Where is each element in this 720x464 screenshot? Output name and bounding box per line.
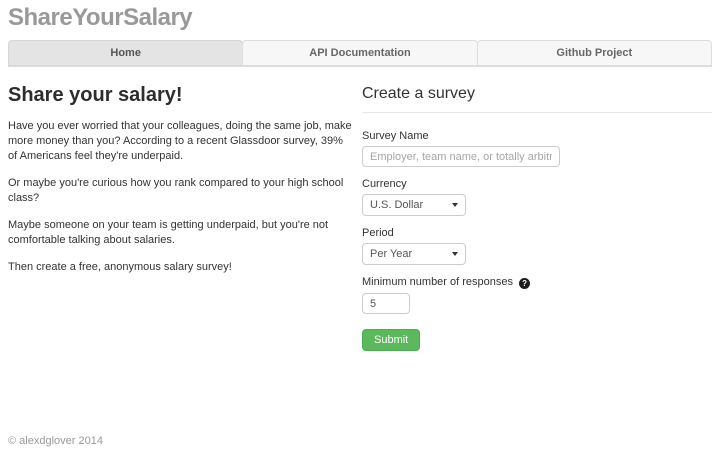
currency-select[interactable]: U.S. Dollar — [362, 194, 466, 216]
min-responses-input[interactable] — [362, 293, 410, 314]
intro-paragraph: Then create a free, anonymous salary sur… — [8, 261, 232, 273]
chevron-down-icon — [452, 252, 458, 256]
survey-name-group: Survey Name — [362, 130, 712, 167]
submit-button[interactable]: Submit — [362, 329, 421, 351]
survey-name-input[interactable] — [362, 146, 560, 167]
min-responses-label-text: Minimum number of responses — [362, 276, 514, 288]
footer-copyright: © alexdglover 2014 — [8, 435, 103, 447]
question-circle-icon[interactable]: ? — [519, 278, 531, 289]
tab-api-documentation-label: API Documentation — [309, 47, 411, 59]
currency-group: Currency U.S. Dollar — [362, 178, 712, 216]
period-label: Period — [362, 227, 394, 239]
period-select[interactable]: Per Year — [362, 243, 466, 265]
tab-github-project-label: Github Project — [556, 47, 633, 59]
page-container: ShareYourSalary Home API Documentation G… — [0, 5, 720, 351]
intro-column: Share your salary! Have you ever worried… — [8, 80, 354, 351]
main-content: Share your salary! Have you ever worried… — [8, 80, 712, 351]
tab-github-project[interactable]: Github Project — [476, 40, 712, 66]
intro-paragraph: Or maybe you're curious how you rank com… — [8, 177, 344, 204]
nav-tabs: Home API Documentation Github Project — [8, 40, 712, 67]
form-heading-divider — [362, 112, 712, 113]
tab-api-documentation[interactable]: API Documentation — [242, 40, 478, 66]
currency-selected-value: U.S. Dollar — [370, 199, 424, 211]
tab-home[interactable]: Home — [8, 40, 244, 66]
min-responses-label: Minimum number of responses ? — [362, 276, 712, 289]
form-heading: Create a survey — [362, 85, 475, 102]
tab-home-label: Home — [110, 47, 141, 59]
page-title: ShareYourSalary — [8, 4, 193, 31]
chevron-down-icon — [452, 203, 458, 207]
intro-heading: Share your salary! — [8, 84, 183, 106]
currency-label: Currency — [362, 178, 407, 190]
period-selected-value: Per Year — [370, 248, 413, 260]
intro-paragraph: Maybe someone on your team is getting un… — [8, 219, 329, 246]
survey-name-label: Survey Name — [362, 130, 429, 142]
survey-form-column: Create a survey Survey Name Currency U.S… — [362, 80, 712, 351]
min-responses-group: Minimum number of responses ? — [362, 276, 712, 314]
intro-paragraph: Have you ever worried that your colleagu… — [8, 120, 352, 162]
period-group: Period Per Year — [362, 227, 712, 265]
